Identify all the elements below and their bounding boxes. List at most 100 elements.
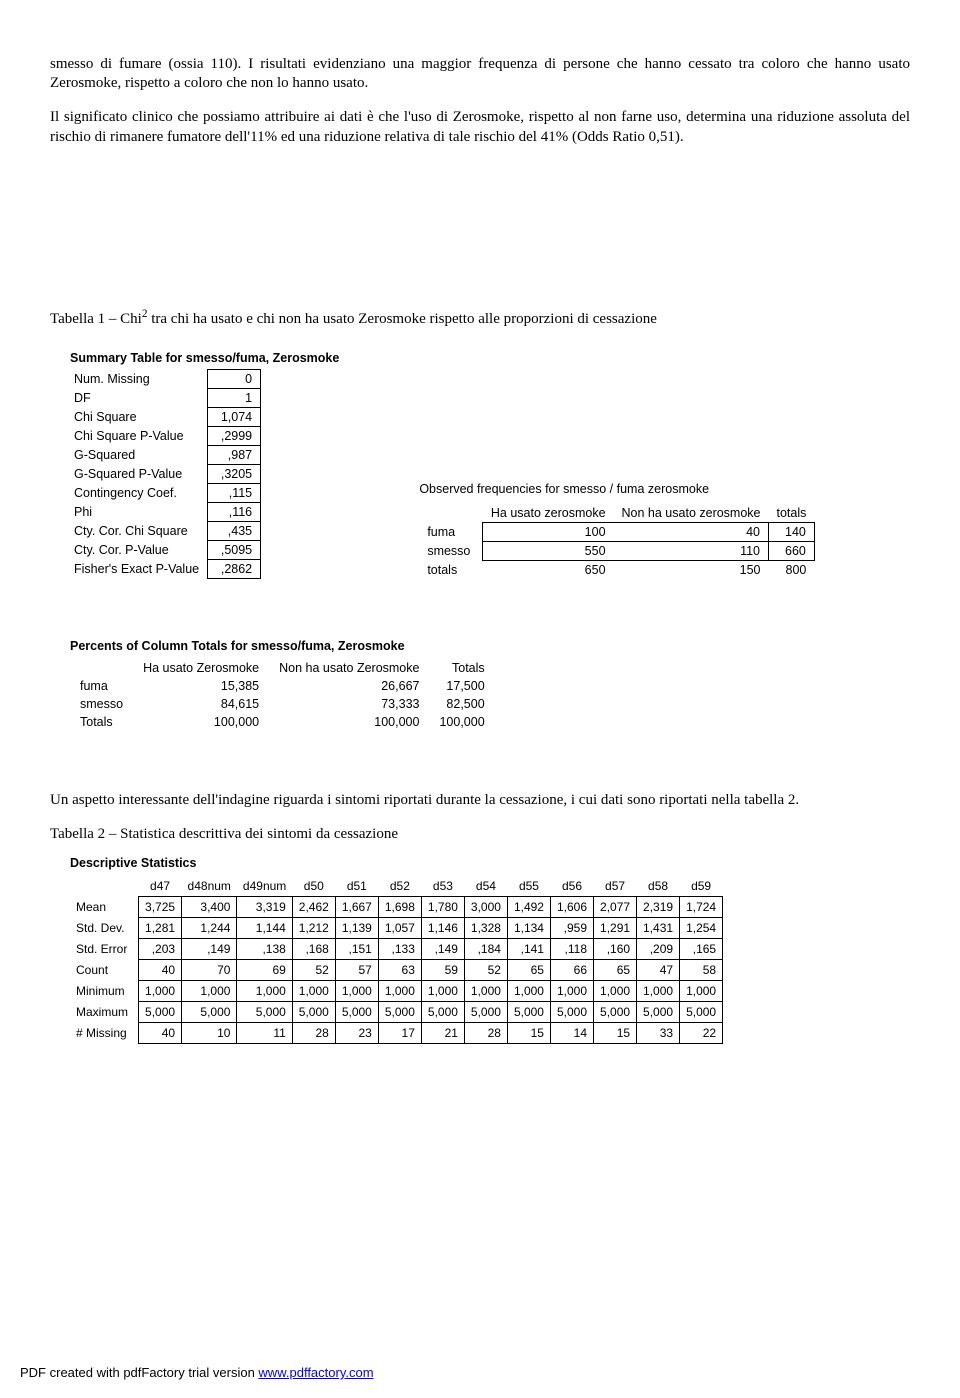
desc-rowlabel: Count [70,960,139,981]
desc-cell: 1,000 [550,981,593,1002]
desc-cell: 1,000 [237,981,292,1002]
summary-value: 1 [208,388,261,407]
desc-col: d57 [594,876,637,897]
pct-v: 17,500 [429,677,494,695]
pct-row-totals: Totals [70,713,133,731]
summary-value: ,115 [208,483,261,502]
desc-cell: 15 [594,1023,637,1044]
desc-rowlabel: Std. Dev. [70,918,139,939]
summary-title: Summary Table for smesso/fuma, Zerosmoke [70,351,339,365]
desc-rowlabel: Std. Error [70,939,139,960]
desc-cell: ,149 [421,939,464,960]
freq-v: 100 [483,522,614,541]
desc-cell: 1,000 [335,981,378,1002]
desc-cell: 3,725 [139,897,182,918]
desc-cell: 1,000 [139,981,182,1002]
desc-cell: 1,000 [680,981,723,1002]
desc-cell: 69 [237,960,292,981]
summary-label: Contingency Coef. [70,483,208,502]
desc-cell: 5,000 [550,1002,593,1023]
pct-v: 82,500 [429,695,494,713]
desc-cell: 1,000 [594,981,637,1002]
desc-cell: ,160 [594,939,637,960]
pct-row-smesso: smesso [70,695,133,713]
desc-cell: 1,431 [637,918,680,939]
pct-title: Percents of Column Totals for smesso/fum… [70,639,910,653]
freq-col3: totals [769,504,815,523]
desc-cell: ,959 [550,918,593,939]
desc-cell: 1,724 [680,897,723,918]
desc-cell: ,141 [507,939,550,960]
freq-v: 40 [614,522,769,541]
desc-cell: 1,281 [139,918,182,939]
desc-cell: 33 [637,1023,680,1044]
freq-row-fuma: fuma [419,522,483,541]
desc-title: Descriptive Statistics [70,856,910,870]
desc-cell: 5,000 [637,1002,680,1023]
desc-col: d49num [237,876,292,897]
pct-v: 100,000 [133,713,269,731]
desc-cell: 63 [378,960,421,981]
desc-cell: 1,291 [594,918,637,939]
pct-table: Ha usato Zerosmoke Non ha usato Zerosmok… [70,659,495,731]
summary-value: ,2999 [208,426,261,445]
desc-cell: 5,000 [594,1002,637,1023]
desc-cell: 1,146 [421,918,464,939]
desc-rowlabel: Mean [70,897,139,918]
summary-label: Cty. Cor. Chi Square [70,521,208,540]
desc-cell: 2,462 [292,897,335,918]
freq-v: 150 [614,560,769,579]
tabella1-post: tra chi ha usato e chi non ha usato Zero… [147,311,656,327]
desc-cell: 15 [507,1023,550,1044]
desc-col: d50 [292,876,335,897]
desc-cell: 5,000 [464,1002,507,1023]
desc-cell: 40 [139,1023,182,1044]
summary-label: Chi Square [70,407,208,426]
desc-col: d55 [507,876,550,897]
desc-rowlabel: # Missing [70,1023,139,1044]
summary-value: ,116 [208,502,261,521]
desc-cell: 2,077 [594,897,637,918]
pct-col3: Totals [429,659,494,677]
desc-cell: ,168 [292,939,335,960]
footer-link[interactable]: www.pdffactory.com [258,1365,373,1380]
pct-col1: Ha usato Zerosmoke [133,659,269,677]
desc-cell: 28 [464,1023,507,1044]
freq-title: Observed frequencies for smesso / fuma z… [419,482,815,496]
desc-cell: 22 [680,1023,723,1044]
desc-cell: 58 [680,960,723,981]
desc-cell: 5,000 [182,1002,237,1023]
desc-table: d47d48numd49numd50d51d52d53d54d55d56d57d… [70,876,723,1044]
desc-col: d54 [464,876,507,897]
desc-cell: 5,000 [237,1002,292,1023]
desc-cell: 1,000 [378,981,421,1002]
desc-cell: 1,000 [292,981,335,1002]
desc-col: d59 [680,876,723,897]
desc-cell: 2,319 [637,897,680,918]
desc-cell: 10 [182,1023,237,1044]
freq-row-totals: totals [419,560,483,579]
freq-v: 550 [483,541,614,560]
pct-v: 15,385 [133,677,269,695]
desc-cell: 1,000 [464,981,507,1002]
desc-cell: 3,400 [182,897,237,918]
desc-cell: 65 [507,960,550,981]
desc-cell: 66 [550,960,593,981]
desc-cell: 5,000 [507,1002,550,1023]
pct-v: 26,667 [269,677,429,695]
desc-cell: 5,000 [139,1002,182,1023]
freq-col1: Ha usato zerosmoke [483,504,614,523]
desc-cell: ,203 [139,939,182,960]
desc-cell: 5,000 [292,1002,335,1023]
desc-cell: 1,000 [507,981,550,1002]
summary-label: Phi [70,502,208,521]
desc-cell: ,138 [237,939,292,960]
desc-cell: 5,000 [378,1002,421,1023]
freq-col2: Non ha usato zerosmoke [614,504,769,523]
pct-v: 73,333 [269,695,429,713]
desc-cell: 1,492 [507,897,550,918]
desc-cell: ,209 [637,939,680,960]
summary-label: G-Squared [70,445,208,464]
desc-cell: 5,000 [335,1002,378,1023]
desc-cell: 14 [550,1023,593,1044]
